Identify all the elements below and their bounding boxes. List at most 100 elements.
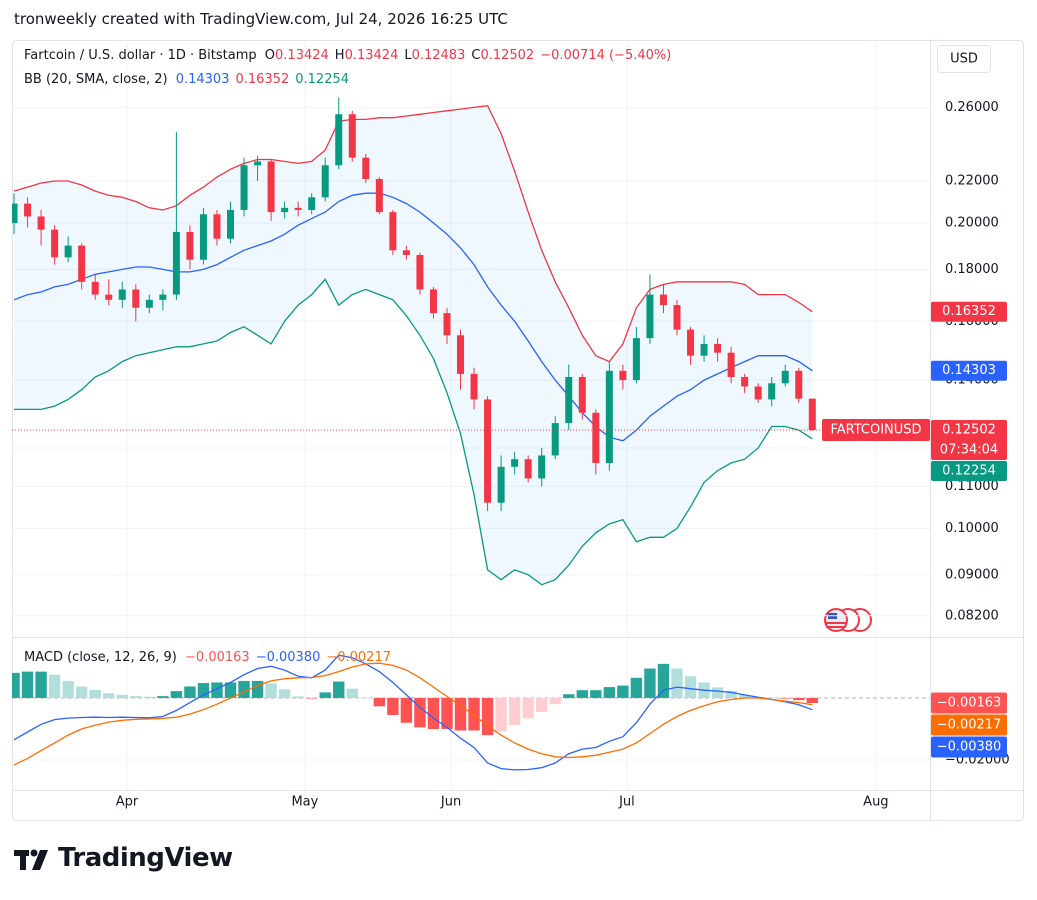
ohlc-prefix: O bbox=[264, 48, 276, 63]
ohlc-prefix: H bbox=[334, 48, 345, 63]
macd-histogram-bar bbox=[333, 681, 345, 698]
macd-signal-badge-bg bbox=[931, 714, 1007, 736]
macd-histogram-bar bbox=[157, 696, 169, 698]
bb-line bbox=[13, 192, 813, 442]
candle-body bbox=[565, 376, 573, 424]
macd-histogram-bar bbox=[481, 697, 494, 736]
macd-histogram-bar bbox=[130, 696, 142, 698]
candle-body bbox=[605, 370, 613, 463]
macd-histogram-bar bbox=[725, 690, 737, 698]
macd-name: MACD (close, 12, 26, 9) bbox=[24, 650, 177, 665]
chart-frame bbox=[12, 40, 1024, 821]
macd-histogram-bar bbox=[184, 686, 196, 698]
candle-body bbox=[632, 338, 640, 381]
grid bbox=[12, 40, 930, 790]
candle-body bbox=[281, 207, 289, 213]
candle-body bbox=[12, 203, 18, 224]
candle-body bbox=[484, 399, 492, 503]
macd-histogram-bar bbox=[644, 668, 656, 698]
macd-histogram-bar bbox=[278, 689, 291, 698]
macd-histogram-bar bbox=[48, 674, 61, 698]
candle-body bbox=[687, 329, 695, 356]
candle-body bbox=[267, 161, 275, 213]
macd-histogram-bar bbox=[12, 672, 20, 698]
macd-histogram-bar bbox=[211, 682, 223, 698]
candle-body bbox=[511, 459, 519, 467]
candle-body bbox=[227, 209, 235, 239]
candle-body bbox=[78, 245, 86, 282]
candle-body bbox=[402, 250, 410, 255]
currency-label[interactable]: USD bbox=[950, 52, 978, 67]
macd-histogram-bar bbox=[197, 683, 210, 698]
candle-body bbox=[294, 207, 302, 210]
candle-body bbox=[335, 114, 343, 166]
ohlc-prefix: C bbox=[471, 48, 481, 63]
macd-histogram-bar bbox=[684, 676, 697, 698]
candle-body bbox=[254, 161, 262, 166]
logo-text: TradingView bbox=[58, 843, 233, 873]
macd-histogram-bar bbox=[89, 689, 101, 698]
macd-histogram-bar bbox=[116, 694, 128, 698]
y-tick-label: 0.10000 bbox=[945, 521, 999, 536]
candle-body bbox=[551, 423, 559, 456]
candle-body bbox=[754, 386, 762, 400]
candle-body bbox=[321, 165, 329, 198]
candle-body bbox=[470, 373, 478, 400]
macd-histogram-bar bbox=[779, 697, 791, 699]
candle-body bbox=[646, 294, 654, 339]
currency-button[interactable] bbox=[937, 45, 991, 73]
candle-body bbox=[362, 157, 370, 180]
macd-histogram-bar bbox=[103, 693, 115, 698]
macd-histogram-bar bbox=[495, 697, 507, 732]
x-tick-label: Aug bbox=[863, 795, 888, 810]
macd-histogram-bar bbox=[536, 697, 548, 712]
candle-body bbox=[24, 203, 32, 217]
symbol-title: Fartcoin / U.S. dollar · 1D · Bitstamp bbox=[24, 48, 257, 63]
candle-body bbox=[132, 289, 140, 308]
bb-name: BB (20, SMA, close, 2) bbox=[24, 72, 168, 87]
x-tick-label: Apr bbox=[116, 795, 139, 810]
candle-body bbox=[199, 214, 207, 260]
symbol-badge: FARTCOINUSD bbox=[830, 422, 921, 437]
candle-body bbox=[416, 254, 424, 290]
candle-body bbox=[457, 335, 465, 374]
macd-hist-badge-bg bbox=[931, 692, 1007, 714]
candle-body bbox=[808, 398, 816, 430]
macd-histogram-bar bbox=[468, 697, 480, 731]
candle-body bbox=[105, 294, 113, 300]
macd-histogram-bar bbox=[306, 697, 318, 699]
macd-histogram-bar bbox=[62, 680, 74, 698]
macd-histogram-bar bbox=[657, 663, 670, 698]
candle-body bbox=[240, 165, 248, 210]
symbol-badge-bg bbox=[822, 418, 930, 441]
macd-histogram-bar bbox=[251, 680, 264, 698]
candle-body bbox=[118, 289, 126, 300]
candle-body bbox=[592, 412, 600, 463]
macd-histogram-bar bbox=[793, 697, 805, 701]
candle-body bbox=[578, 376, 586, 413]
price-legend: Fartcoin / U.S. dollar · 1D · Bitstamp O… bbox=[24, 48, 675, 63]
bb-line bbox=[13, 104, 813, 363]
y-tick-label: 0.20000 bbox=[945, 216, 999, 231]
bb-upper-badge-bg bbox=[931, 301, 1007, 322]
macd-line bbox=[13, 654, 813, 771]
macd-histogram-bar bbox=[346, 688, 358, 698]
macd-histogram-bar bbox=[549, 697, 561, 705]
y-tick-label: 0.08200 bbox=[945, 608, 999, 623]
ohlc-value: 0.13424 bbox=[344, 48, 399, 63]
macd-histogram-bar bbox=[806, 697, 818, 704]
candle-body bbox=[159, 294, 167, 300]
candle-body bbox=[348, 114, 356, 158]
candle-body bbox=[429, 289, 437, 314]
macd-series-value: −0.00217 bbox=[326, 650, 391, 665]
macd-pane bbox=[12, 654, 930, 771]
bb-line bbox=[14, 278, 813, 586]
macd-legend: MACD (close, 12, 26, 9) −0.00163 −0.00380… bbox=[24, 650, 397, 665]
candle-body bbox=[741, 376, 749, 387]
candle-body bbox=[375, 179, 383, 213]
logo-mark bbox=[14, 849, 48, 870]
macd-histogram-bar bbox=[75, 686, 88, 698]
candle-body bbox=[619, 370, 627, 381]
y-tick-label: 0.09000 bbox=[945, 567, 999, 582]
macd-histogram-bar bbox=[170, 691, 183, 698]
